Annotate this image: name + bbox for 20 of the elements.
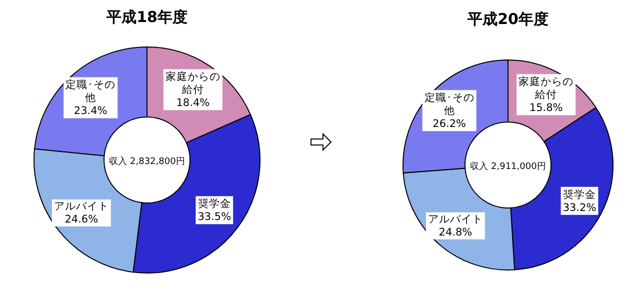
data-label: 33.2% xyxy=(562,202,596,214)
data-label: 33.5% xyxy=(198,211,232,224)
slice-label: アルバイト xyxy=(428,213,483,226)
data-label: 24.6% xyxy=(64,213,98,226)
slice-label: 定職･その他 xyxy=(66,78,116,104)
data-label: 15.8% xyxy=(529,102,563,114)
data-label: 18.4% xyxy=(176,97,210,110)
chart-title: 平成20年度 xyxy=(466,10,548,28)
text: 収入 2,832,800円 xyxy=(109,156,185,167)
data-label: 23.4% xyxy=(74,105,108,118)
data-label: 24.8% xyxy=(438,226,472,238)
slice-label: 奨学金 xyxy=(198,197,231,210)
chart-title: 平成18年度 xyxy=(106,8,188,26)
slice-label: 定職･その他 xyxy=(424,91,474,118)
text: 収入 2,911,000円 xyxy=(470,161,546,172)
slice-label: 家庭からの給付 xyxy=(165,70,220,96)
slice-label: 奨学金 xyxy=(563,188,596,201)
slice-label: アルバイト xyxy=(54,200,109,212)
data-label: 26.2% xyxy=(432,118,466,130)
slice-label: 家庭からの給付 xyxy=(518,75,574,102)
